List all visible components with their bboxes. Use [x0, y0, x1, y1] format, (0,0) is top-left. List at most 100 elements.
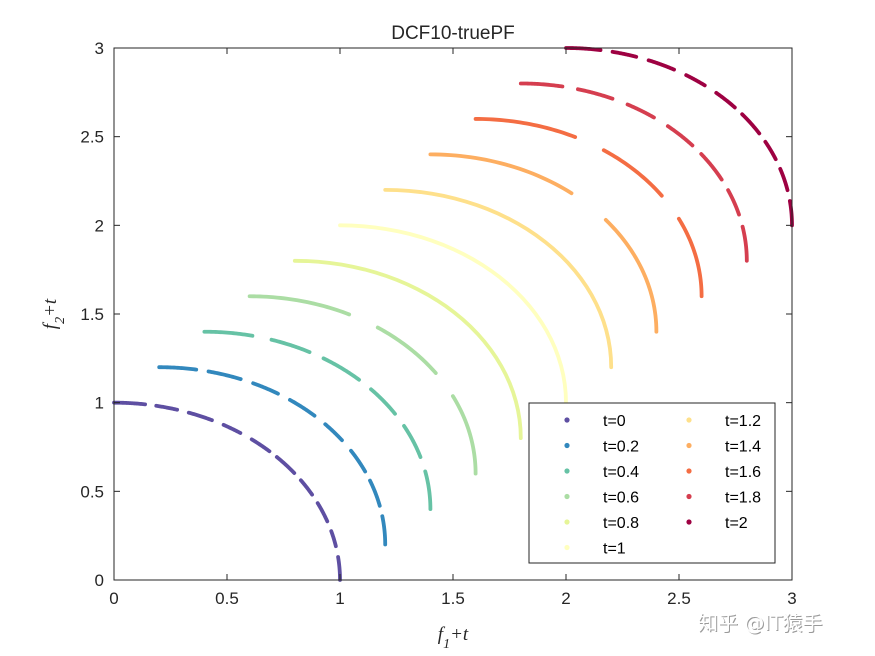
- y-axis-label: f2+t: [40, 298, 68, 329]
- series-t=1.8: [518, 81, 749, 263]
- series-line-segment: [323, 422, 344, 443]
- series-line-segment: [665, 124, 695, 148]
- legend-label: t=1: [603, 541, 626, 558]
- series-line-segment: [726, 188, 741, 217]
- x-tick-label: 2: [561, 589, 570, 608]
- series-line-segment: [450, 394, 478, 476]
- series-line-segment: [247, 294, 352, 317]
- series-t=1.4: [428, 152, 659, 334]
- legend-marker: [686, 442, 692, 449]
- series-line-segment: [186, 410, 214, 423]
- legend-marker: [686, 493, 692, 500]
- series-line-segment: [380, 514, 388, 547]
- series-line-segment: [338, 223, 568, 405]
- series-t=1.2: [383, 187, 614, 370]
- legend-label: t=1.8: [725, 490, 761, 507]
- series-line-segment: [298, 478, 314, 497]
- watermark-text: 知乎 @IT猿手: [698, 611, 822, 635]
- legend-label: t=1.2: [725, 413, 761, 430]
- legend-marker: [564, 544, 570, 551]
- series-line-segment: [610, 49, 639, 59]
- series-line-segment: [329, 529, 338, 549]
- series-t=1.6: [473, 117, 704, 299]
- y-tick-label: 2.5: [80, 128, 104, 147]
- series-line-segment: [249, 437, 272, 454]
- series-t=0.8: [292, 258, 523, 441]
- x-tick-label: 2.5: [667, 589, 691, 608]
- legend-label: t=2: [725, 515, 748, 532]
- series-line-segment: [402, 424, 423, 459]
- legend-label: t=1.6: [725, 464, 761, 481]
- series-line-segment: [383, 187, 614, 370]
- series-t=2: [564, 46, 794, 228]
- series-line-segment: [428, 152, 574, 196]
- series-line-segment: [206, 369, 243, 382]
- watermark-shadow: 知乎 @IT猿手: [699, 612, 823, 636]
- legend-label: t=0.2: [603, 439, 639, 456]
- series-t=0.2: [157, 365, 388, 547]
- series-t=0: [112, 400, 342, 582]
- series-line-segment: [202, 329, 255, 338]
- series-line-segment: [676, 216, 704, 299]
- y-tick-label: 2: [95, 216, 104, 235]
- series-t=0.4: [202, 329, 433, 511]
- legend-marker: [564, 519, 570, 525]
- y-tick-label: 1: [95, 394, 104, 413]
- legend-label: t=0.8: [603, 515, 639, 532]
- x-axis-label: f1+t: [438, 624, 469, 652]
- series-line-segment: [157, 365, 199, 372]
- series-line-segment: [763, 139, 778, 162]
- series-line-segment: [368, 478, 382, 508]
- series-line-segment: [740, 224, 749, 263]
- x-tick-label: 0: [109, 589, 118, 608]
- series-line-segment: [601, 148, 664, 198]
- y-tick-label: 1.5: [80, 305, 104, 324]
- series-line-segment: [221, 423, 243, 435]
- series-line-segment: [576, 87, 615, 101]
- series-line-segment: [603, 218, 659, 334]
- series-line-segment: [699, 152, 724, 182]
- series-line-segment: [274, 455, 297, 475]
- x-tick-label: 0.5: [215, 589, 239, 608]
- legend-marker: [686, 519, 692, 525]
- series-t=0.6: [247, 294, 478, 476]
- legend-marker: [564, 493, 570, 500]
- series-line-segment: [714, 90, 737, 110]
- series-line-segment: [292, 258, 523, 441]
- y-tick-label: 0.5: [80, 482, 104, 501]
- series-line-segment: [251, 381, 280, 396]
- chart-title: DCF10-truePF: [391, 23, 515, 44]
- x-tick-label: 1: [335, 589, 344, 608]
- axis-ticks: 0 0.5 1 1.5 2 2.5 3 0 0.5 1 1.5 2 2.5 3: [80, 39, 796, 608]
- legend-label: t=0.6: [603, 490, 639, 507]
- watermark: 知乎 @IT猿手 知乎 @IT猿手: [698, 611, 823, 636]
- series-line-segment: [684, 73, 707, 88]
- x-tick-label: 1.5: [441, 589, 465, 608]
- series-line-segment: [269, 337, 312, 354]
- series-line-segment: [375, 325, 438, 375]
- legend-marker: [686, 417, 692, 423]
- legend-marker: [564, 442, 570, 449]
- legend: t=0 t=0.2 t=0.4 t=0.6 t=0.8 t=1 t=1.2 t=1.4 t=1.…: [528, 402, 776, 564]
- legend-label: t=0.4: [603, 464, 639, 481]
- series-line-segment: [518, 81, 565, 89]
- series-line-segment: [423, 469, 433, 511]
- series-line-segment: [778, 166, 790, 193]
- x-tick-label: 3: [787, 589, 796, 608]
- y-tick-label: 0: [95, 571, 104, 590]
- series-curves: [112, 46, 794, 582]
- series-line-segment: [288, 397, 317, 418]
- series-line-segment: [154, 403, 180, 412]
- series-line-segment: [315, 501, 330, 524]
- series-line-segment: [646, 58, 676, 72]
- legend-label: t=1.4: [725, 439, 761, 456]
- series-line-segment: [369, 387, 397, 416]
- legend-box: [528, 402, 776, 564]
- series-line-segment: [740, 112, 762, 136]
- y-tick-label: 3: [95, 39, 104, 58]
- series-line-segment: [321, 356, 361, 382]
- legend-marker: [564, 417, 570, 423]
- series-line-segment: [625, 102, 656, 120]
- legend-marker: [686, 468, 692, 474]
